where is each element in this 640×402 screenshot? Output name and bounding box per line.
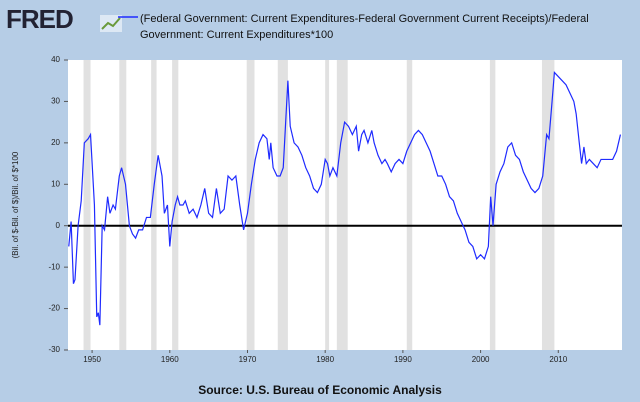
logo: FRED — [6, 4, 74, 34]
y-axis-label: (Bil. of $-Bil. of $)/Bil. of $*100 — [11, 151, 20, 258]
x-tick-label: 2010 — [549, 355, 567, 364]
recession-band — [325, 60, 330, 350]
x-tick-label: 1990 — [394, 355, 412, 364]
x-tick-label: 2000 — [472, 355, 490, 364]
y-tick-label: -20 — [48, 304, 60, 313]
y-tick-label: -30 — [48, 345, 60, 354]
recession-band — [489, 60, 496, 350]
y-tick-label: 10 — [51, 179, 60, 188]
recession-band — [119, 60, 127, 350]
source: Source: U.S. Bureau of Economic Analysis — [198, 383, 442, 397]
x-tick-label: 1980 — [316, 355, 334, 364]
logo-icon-line — [101, 17, 121, 30]
y-tick-label: 20 — [51, 138, 60, 147]
y-tick-label: -10 — [48, 262, 60, 271]
logo-icon — [100, 15, 122, 32]
recession-band — [83, 60, 91, 350]
y-tick-label: 40 — [51, 55, 60, 64]
x-tick-label: 1950 — [83, 355, 101, 364]
recession-band — [541, 60, 555, 350]
recession-band — [246, 60, 255, 350]
recession-band — [151, 60, 157, 350]
recession-band — [406, 60, 413, 350]
legend-text: (Federal Government: Current Expenditure… — [140, 13, 589, 41]
y-tick-label: 0 — [56, 221, 61, 230]
recession-band — [277, 60, 288, 350]
series-line — [68, 71, 622, 326]
recession-band — [336, 60, 348, 350]
x-tick-label: 1970 — [239, 355, 257, 364]
x-tick-label: 1960 — [161, 355, 179, 364]
y-tick-label: 30 — [51, 97, 60, 106]
